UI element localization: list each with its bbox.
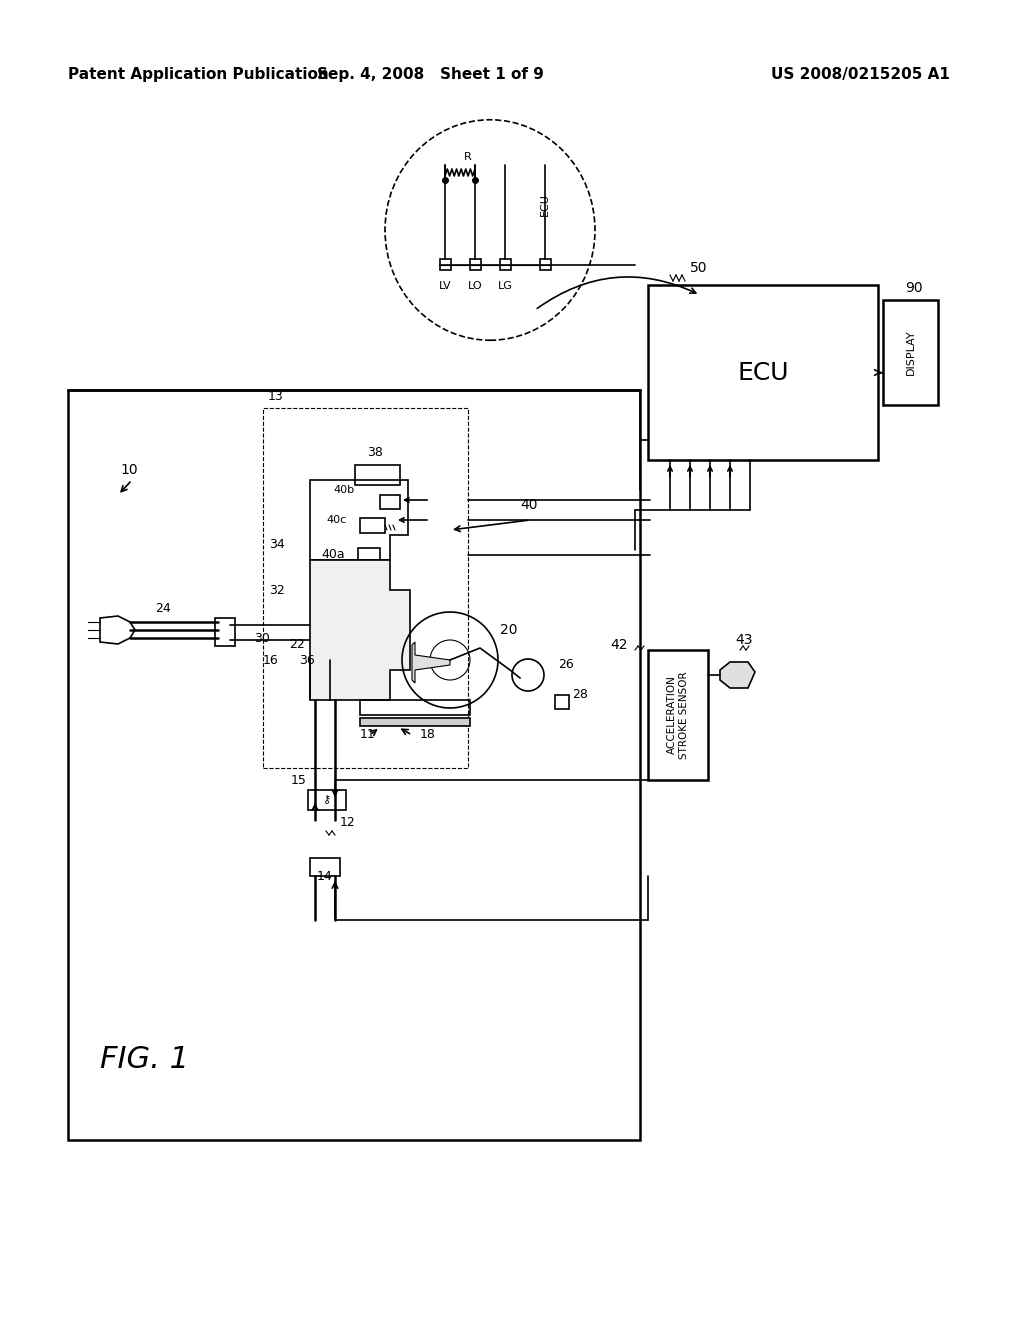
Text: 11: 11	[360, 729, 376, 742]
Bar	[540, 259, 551, 271]
Text: 30: 30	[254, 631, 270, 644]
Text: 42: 42	[610, 638, 628, 652]
Text: FIG. 1: FIG. 1	[100, 1045, 189, 1074]
Text: 16: 16	[262, 653, 278, 667]
Text: 50: 50	[690, 261, 708, 275]
Bar	[883, 300, 938, 405]
Text: ECU: ECU	[737, 360, 788, 384]
Polygon shape	[720, 663, 755, 688]
Text: US 2008/0215205 A1: US 2008/0215205 A1	[771, 67, 950, 82]
Text: 43: 43	[735, 634, 753, 647]
Bar	[355, 465, 400, 484]
Text: 34: 34	[269, 539, 285, 552]
Bar	[360, 700, 470, 715]
Polygon shape	[310, 480, 408, 560]
Text: ACCELERATION
STROKE SENSOR: ACCELERATION STROKE SENSOR	[668, 671, 689, 759]
Text: Patent Application Publication: Patent Application Publication	[68, 67, 329, 82]
Bar	[215, 618, 234, 645]
Text: 14: 14	[317, 870, 333, 883]
Bar	[263, 408, 468, 768]
Bar	[360, 718, 470, 726]
Text: Sep. 4, 2008   Sheet 1 of 9: Sep. 4, 2008 Sheet 1 of 9	[316, 67, 544, 82]
Text: ECU: ECU	[540, 194, 550, 216]
Text: 24: 24	[155, 602, 171, 615]
Text: 26: 26	[558, 659, 573, 672]
Bar	[648, 649, 708, 780]
Text: DISPLAY: DISPLAY	[905, 330, 915, 375]
Bar	[555, 696, 569, 709]
Bar	[439, 259, 451, 271]
Bar	[469, 259, 480, 271]
Bar	[380, 495, 400, 510]
Bar	[648, 285, 878, 459]
Text: 13: 13	[268, 389, 284, 403]
Text: LV: LV	[438, 281, 452, 290]
Bar	[360, 517, 385, 533]
Text: 12: 12	[340, 816, 355, 829]
Text: 40a: 40a	[322, 549, 345, 561]
Text: LG: LG	[498, 281, 512, 290]
Bar	[68, 389, 640, 1140]
Text: ⚷: ⚷	[323, 795, 331, 805]
Text: LO: LO	[468, 281, 482, 290]
Bar	[308, 789, 346, 810]
Bar	[358, 548, 380, 562]
Text: 18: 18	[420, 729, 436, 742]
Text: 40b: 40b	[334, 484, 355, 495]
Polygon shape	[412, 642, 450, 682]
Text: 20: 20	[500, 623, 517, 638]
Text: 40c: 40c	[327, 515, 347, 525]
Polygon shape	[100, 616, 135, 644]
Text: R: R	[464, 152, 472, 162]
Text: 38: 38	[367, 446, 383, 459]
Text: 28: 28	[572, 689, 588, 701]
Text: 40: 40	[520, 498, 538, 512]
Text: 32: 32	[269, 583, 285, 597]
Bar	[310, 858, 340, 876]
Text: 15: 15	[291, 774, 307, 787]
Text: 22: 22	[289, 639, 305, 652]
Bar	[500, 259, 511, 271]
Text: 36: 36	[299, 653, 315, 667]
Polygon shape	[310, 560, 410, 700]
Text: 10: 10	[120, 463, 137, 477]
Text: 90: 90	[905, 281, 923, 294]
